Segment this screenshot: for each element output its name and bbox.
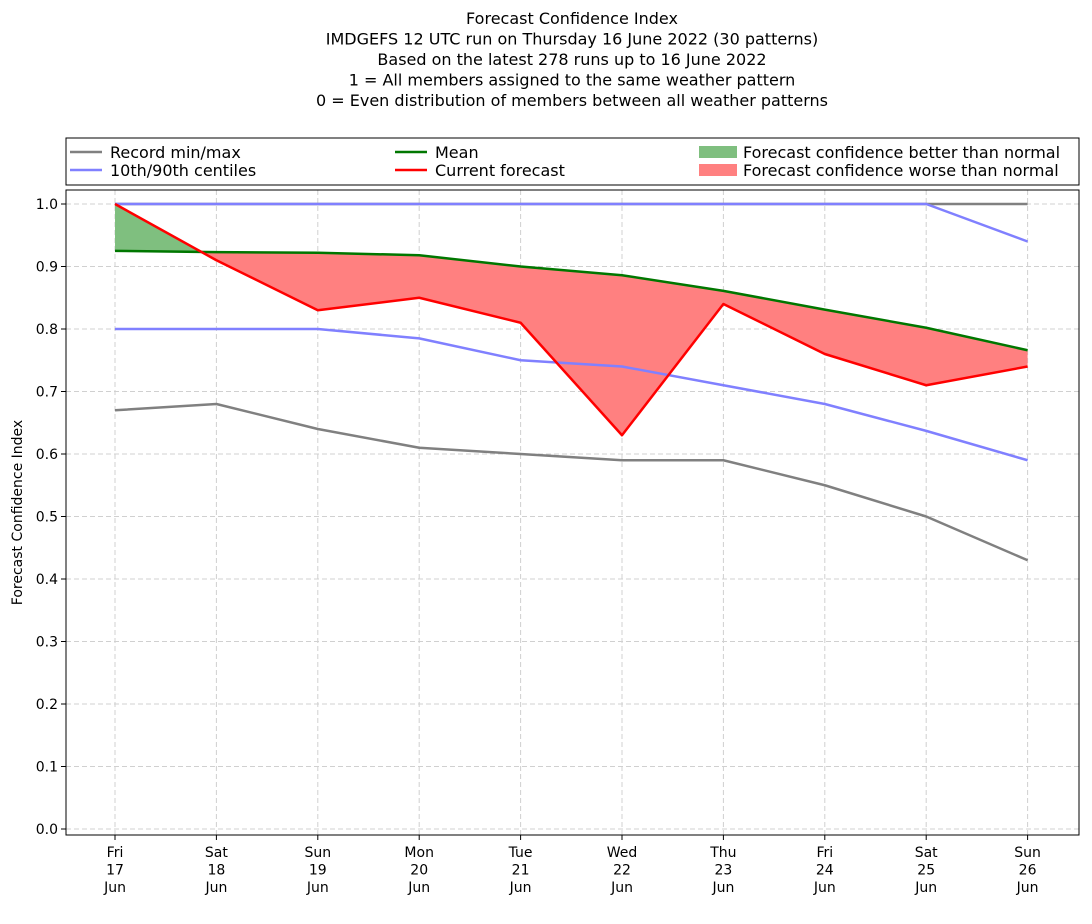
title-line: IMDGEFS 12 UTC run on Thursday 16 June 2… xyxy=(326,30,818,49)
x-tick-label: 23 xyxy=(714,863,732,879)
y-tick-label: 0.7 xyxy=(36,385,58,401)
y-tick-label: 0.6 xyxy=(36,447,58,463)
x-tick-label: Mon xyxy=(404,845,434,861)
x-tick-label: Jun xyxy=(407,880,430,896)
series-line-mean xyxy=(114,249,1028,352)
x-tick-label: 18 xyxy=(207,863,225,879)
x-tick-label: Jun xyxy=(711,880,734,896)
x-tick-label: 22 xyxy=(613,863,631,879)
title-line: Forecast Confidence Index xyxy=(466,9,678,28)
x-tick-label: Jun xyxy=(204,880,227,896)
series-line-current xyxy=(114,202,1028,437)
x-tick-label: Jun xyxy=(610,880,633,896)
y-tick-label: 0.9 xyxy=(36,260,58,276)
x-tick-label: Jun xyxy=(509,880,532,896)
y-tick-label: 1.0 xyxy=(36,197,58,213)
x-tick-label: Wed xyxy=(607,845,638,861)
y-tick-label: 0.4 xyxy=(36,572,58,588)
x-tick-label: 26 xyxy=(1019,863,1037,879)
x-tick-label: Fri xyxy=(107,845,124,861)
legend-swatch-patch xyxy=(699,146,737,158)
legend-label: Record min/max xyxy=(110,143,241,162)
y-tick-label: 0.3 xyxy=(36,635,58,651)
title-line: Based on the latest 278 runs up to 16 Ju… xyxy=(377,50,766,69)
x-tick-label: 25 xyxy=(917,863,935,879)
x-tick-label: Sun xyxy=(1014,845,1041,861)
legend-label: Current forecast xyxy=(435,161,565,180)
x-tick-label: Fri xyxy=(816,845,833,861)
y-tick-label: 0.1 xyxy=(36,760,58,776)
x-tick-label: Jun xyxy=(1016,880,1039,896)
series-line-record-min xyxy=(114,402,1029,562)
title-line: 0 = Even distribution of members between… xyxy=(316,91,828,110)
x-tick-label: 20 xyxy=(410,863,428,879)
legend-frame xyxy=(65,137,1080,186)
x-tick-label: Sat xyxy=(205,845,228,861)
x-tick-label: 17 xyxy=(106,863,124,879)
series-line-p90 xyxy=(115,202,1029,243)
plot-frame xyxy=(65,189,1080,836)
x-tick-label: Jun xyxy=(103,880,126,896)
x-tick-label: Sun xyxy=(304,845,331,861)
x-tick-label: 19 xyxy=(309,863,327,879)
title-line: 1 = All members assigned to the same wea… xyxy=(349,71,796,90)
series-line-p10 xyxy=(115,327,1028,462)
x-tick-label: 21 xyxy=(512,863,530,879)
axes: 0.00.10.20.30.40.50.60.70.80.91.0Fri17Ju… xyxy=(10,189,1080,896)
x-tick-label: Tue xyxy=(508,845,533,861)
x-tick-label: Thu xyxy=(709,845,736,861)
x-tick-label: 24 xyxy=(816,863,834,879)
legend-label: Forecast confidence better than normal xyxy=(743,143,1060,162)
x-tick-label: Sat xyxy=(915,845,938,861)
fill-worse-than-normal xyxy=(201,251,1028,436)
confidence-fills xyxy=(115,204,1028,436)
chart-title: Forecast Confidence Index IMDGEFS 12 UTC … xyxy=(316,9,828,110)
y-tick-label: 0.2 xyxy=(36,697,58,713)
legend-label: Forecast confidence worse than normal xyxy=(743,161,1059,180)
y-tick-label: 0.8 xyxy=(36,322,58,338)
x-tick-label: Jun xyxy=(914,880,937,896)
x-tick-label: Jun xyxy=(306,880,329,896)
y-axis-label: Forecast Confidence Index xyxy=(10,420,26,605)
series-lines xyxy=(114,202,1029,562)
legend-label: Mean xyxy=(435,143,479,162)
legend-label: 10th/90th centiles xyxy=(110,161,256,180)
y-tick-label: 0.5 xyxy=(36,510,58,526)
x-tick-label: Jun xyxy=(813,880,836,896)
legend-swatch-patch xyxy=(699,164,737,176)
y-tick-label: 0.0 xyxy=(36,822,58,838)
